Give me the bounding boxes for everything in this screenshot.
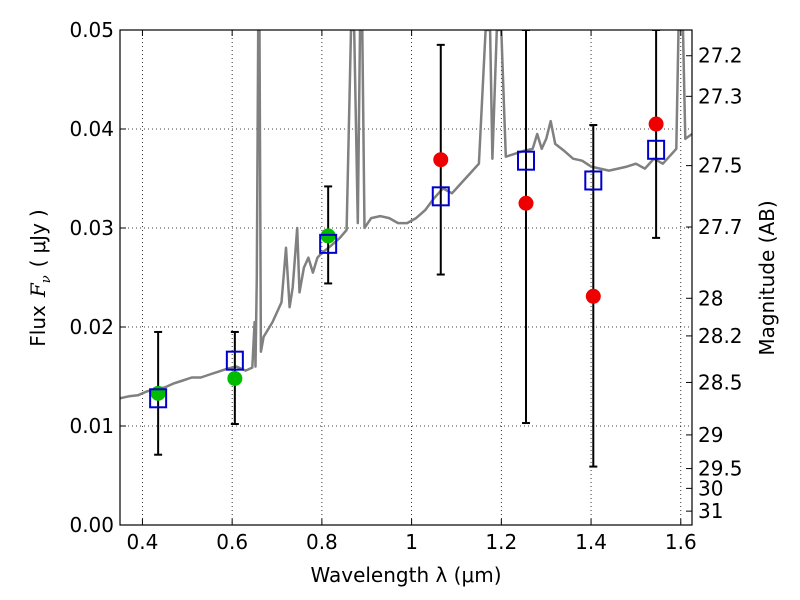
data-point-circle-green [227, 370, 243, 386]
model-spectrum-line [120, 30, 692, 400]
y2-tick-label: 28.2 [698, 324, 743, 348]
x-tick-label: 1.6 [665, 530, 697, 554]
y-tick-label: 0.03 [69, 216, 114, 240]
y-tick-label: 0.00 [69, 513, 114, 537]
y-axis-label: FluxFν(μJy) [26, 209, 54, 346]
ticks: 0.4 0.6 0.8 1 1.2 1.4 1.6 0.00 0.01 0.02 0.03 0.04 0… [69, 18, 742, 554]
x-tick-label: 1 [405, 530, 418, 554]
data-point-square-blue [225, 350, 244, 371]
data-point-circle-red [585, 288, 601, 304]
data-point-circle-red [518, 195, 534, 211]
y2-tick-label: 28 [698, 286, 723, 310]
data-point-square-blue [584, 170, 603, 191]
x-tick-label: 0.6 [216, 530, 248, 554]
y-tick-label: 0.05 [69, 18, 114, 42]
y2-tick-label: 31 [698, 499, 723, 523]
y2-tick-label: 27.5 [698, 154, 743, 178]
data-point-square-blue [431, 186, 450, 207]
x-tick-label: 0.4 [127, 530, 159, 554]
y2-tick-label: 28.5 [698, 370, 743, 394]
x-tick-label: 0.8 [306, 530, 338, 554]
y2-tick-label: 27.2 [698, 44, 743, 68]
x-tick-label: 1.4 [575, 530, 607, 554]
y2-axis-label: Magnitude (AB) [755, 200, 779, 355]
plot-frame [119, 29, 693, 526]
y2-tick-label: 29 [698, 423, 723, 447]
grid [120, 29, 692, 526]
x-axis-label: Wavelength λ (μm) [310, 563, 501, 587]
plot-data [120, 30, 692, 468]
x-tick-label: 1.2 [485, 530, 517, 554]
y-tick-label: 0.04 [69, 117, 114, 141]
data-point-square-blue [647, 139, 666, 160]
data-point-circle-red [433, 152, 449, 168]
y2-tick-label: 30 [698, 476, 723, 500]
y2-tick-label: 27.7 [698, 215, 743, 239]
data-point-circle-green [150, 385, 166, 401]
data-point-square-blue [149, 388, 168, 409]
data-point-circle-green [320, 228, 336, 244]
data-point-square-blue [517, 150, 536, 171]
data-point-square-blue [319, 233, 338, 254]
y-tick-label: 0.02 [69, 315, 114, 339]
y2-tick-label: 27.3 [698, 84, 743, 108]
data-point-circle-red [648, 116, 664, 132]
y2-tick-label: 29.5 [698, 457, 743, 481]
y-tick-label: 0.01 [69, 414, 114, 438]
